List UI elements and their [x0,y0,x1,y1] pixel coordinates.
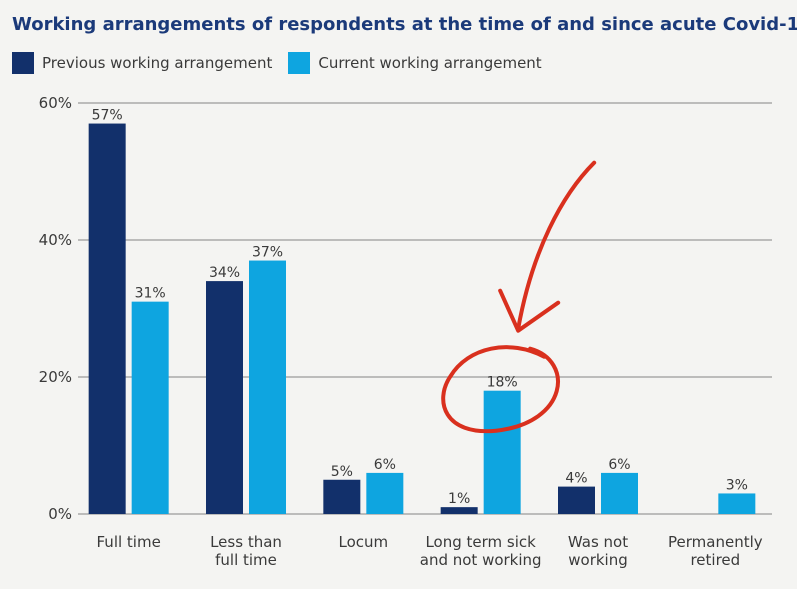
bar-value-label: 1% [448,491,470,507]
bar [131,301,169,514]
y-tick-label: 60% [39,94,72,112]
y-tick-label: 40% [39,231,72,249]
gridlines [78,102,772,515]
bar-value-label: 31% [135,286,166,302]
x-tick-label: retired [690,551,740,569]
legend-swatch-previous [12,52,34,74]
legend-item-previous: Previous working arrangement [12,52,272,74]
legend-label-previous: Previous working arrangement [42,54,273,72]
bar-value-label: 3% [726,477,748,493]
bar [366,472,404,514]
x-tick-label: Locum [339,533,389,551]
bar [718,493,756,514]
x-tick-label: and not working [420,551,542,569]
bar-value-label: 57% [92,108,123,124]
bar [483,390,521,514]
bar-value-label: 4% [565,471,587,487]
bar [323,479,361,514]
bar [249,260,286,514]
bar-value-label: 37% [252,245,283,261]
bar-value-label: 5% [331,464,353,480]
bar [440,507,478,514]
bar-value-label: 18% [487,375,518,391]
legend-swatch-current [288,52,311,74]
annotation [441,160,597,434]
x-tick-label: Less than [210,533,282,551]
x-tick-label: full time [215,551,277,569]
legend-item-current: Current working arrangement [288,52,542,74]
annotation-circle [441,345,560,434]
bar-value-labels: 57% 31% 34% 37% 5% 6% 1% 18% 4% 6% 3% [92,108,748,508]
bar [601,472,638,514]
y-axis-ticks: 0% 20% 40% 60% [39,94,72,523]
x-tick-label: Full time [97,533,161,551]
bars [88,123,756,515]
bar-value-label: 6% [608,457,630,473]
x-tick-label: Permanently [668,533,763,551]
bar-value-label: 34% [209,265,240,281]
bar [206,281,243,514]
chart-legend: Previous working arrangement Current wor… [12,52,558,74]
x-tick-label: Long term sick [425,533,536,551]
bar [88,123,126,515]
bar-value-label: 6% [374,457,396,473]
bar [558,486,595,514]
chart-title: Working arrangements of respondents at t… [12,14,797,35]
annotation-arrow-head [498,288,561,333]
y-tick-label: 0% [48,505,72,523]
x-tick-label: working [568,551,628,569]
y-tick-label: 20% [39,368,72,386]
x-tick-label: Was not [568,533,628,551]
legend-label-current: Current working arrangement [318,54,542,72]
annotation-arrow-shaft [516,160,597,331]
